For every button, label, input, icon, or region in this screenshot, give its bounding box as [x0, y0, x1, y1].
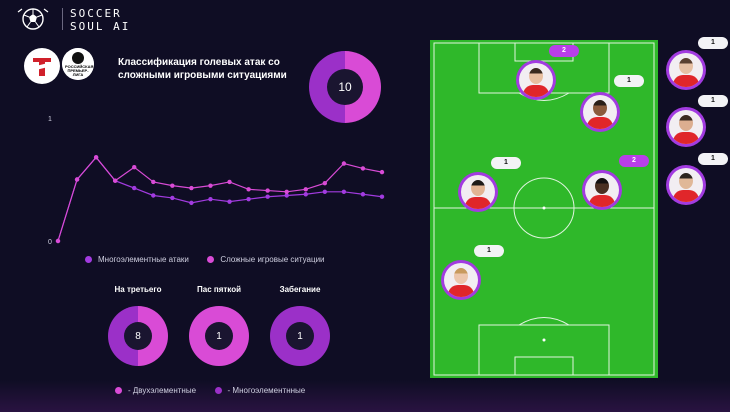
player-count-badge: 1 [698, 95, 728, 107]
legend-complex-label: Сложные игровые ситуации [220, 255, 325, 264]
brand-name: SOCCER [70, 7, 122, 20]
classification-title: Классификация голевых атак со сложными и… [118, 57, 287, 81]
player-avatar[interactable] [666, 107, 706, 147]
series-2-point [265, 188, 270, 193]
series-2-point [189, 185, 194, 191]
player-avatar[interactable] [582, 170, 622, 210]
soccer-ball-icon [17, 8, 49, 30]
series-2-point [360, 166, 366, 171]
series-1-point [265, 194, 270, 199]
player-count-badge: 1 [698, 37, 728, 49]
legend-multi-label: Многоэлементные атаки [98, 255, 189, 264]
stat-value-third: 8 [124, 322, 152, 350]
series-2-point [341, 161, 347, 166]
player-avatar[interactable] [666, 50, 706, 90]
series-2-point [322, 180, 328, 186]
player-count-badge: 1 [491, 157, 521, 169]
brand-name-suffix: SOUL AI [70, 20, 131, 33]
series-2-point [227, 179, 232, 185]
donut-legend: - Двухэлементные - Многоэлементнные [115, 386, 305, 395]
series-2-point [379, 169, 385, 175]
series-2-point [170, 183, 175, 188]
total-attacks-value: 10 [327, 69, 363, 105]
stat-donut-overlap: 1 [270, 306, 330, 366]
series-1-point [208, 196, 213, 202]
series-2-point [246, 187, 251, 192]
stat-value-overlap: 1 [286, 322, 314, 350]
player-count-badge: 1 [698, 153, 728, 165]
legend-dot-multi [85, 256, 92, 264]
player-avatar[interactable] [666, 165, 706, 205]
series-2-point [208, 183, 213, 188]
series-1-point [227, 199, 232, 204]
player-count-badge: 2 [619, 155, 649, 167]
series-2-point [74, 177, 80, 182]
series-2-point [151, 179, 156, 185]
player-avatar[interactable] [458, 172, 498, 212]
series-2-point [93, 155, 99, 160]
stat-label-heel-pass: Пас пяткой [197, 285, 241, 294]
stat-donut-heel-pass: 1 [189, 306, 249, 366]
series-2-point [303, 187, 308, 192]
series-line-2 [57, 156, 383, 242]
series-2-point [284, 189, 289, 194]
line-chart-legend: Многоэлементные атаки Сложные игровые си… [85, 255, 325, 264]
y-tick-label: 1 [48, 116, 52, 123]
legend-dot-multi-element [214, 387, 222, 395]
series-1-point [379, 194, 385, 199]
player-count-badge: 1 [474, 245, 504, 257]
player-avatar[interactable] [516, 60, 556, 100]
series-1-point [151, 193, 156, 198]
player-count-badge: 2 [549, 45, 579, 57]
player-avatar[interactable] [580, 92, 620, 132]
stat-donut-third: 8 [108, 306, 168, 366]
series-1-point [341, 189, 347, 194]
top-bar: SOCCER SOUL AI [0, 0, 730, 36]
league-logo: РОССИЙСКАЯ ПРЕМЬЕР-ЛИГА [62, 48, 94, 80]
y-tick-label: 0 [48, 239, 52, 246]
stat-label-third: На третьего [114, 285, 162, 294]
player-count-badge: 1 [614, 75, 644, 87]
series-1-point [360, 192, 366, 197]
spartak-logo [24, 48, 60, 84]
legend-dot-two-element [115, 387, 122, 395]
league-logo-text: РОССИЙСКАЯ ПРЕМЬЕР-ЛИГА [65, 64, 94, 77]
total-attacks-donut: 10 [309, 51, 381, 123]
series-2-point [132, 165, 137, 170]
footer-band [0, 380, 730, 412]
series-2-point [112, 178, 118, 183]
series-1-point [303, 192, 308, 197]
series-1-point [322, 189, 328, 194]
series-2-point [55, 238, 61, 244]
legend-multi-element-label: - Многоэлементнные [227, 386, 306, 395]
series-1-point [284, 193, 289, 198]
legend-dot-complex [207, 256, 215, 264]
attacks-line-chart: 1 0 [48, 116, 385, 246]
series-1-point [170, 195, 175, 201]
stat-label-overlap: Забегание [279, 285, 321, 294]
series-1-point [189, 200, 194, 206]
legend-two-element-label: - Двухэлементные [128, 386, 197, 395]
stat-value-heel-pass: 1 [205, 322, 233, 350]
series-1-point [132, 185, 137, 191]
player-avatar[interactable] [441, 260, 481, 300]
series-1-point [246, 196, 251, 202]
brand-divider [62, 8, 63, 30]
